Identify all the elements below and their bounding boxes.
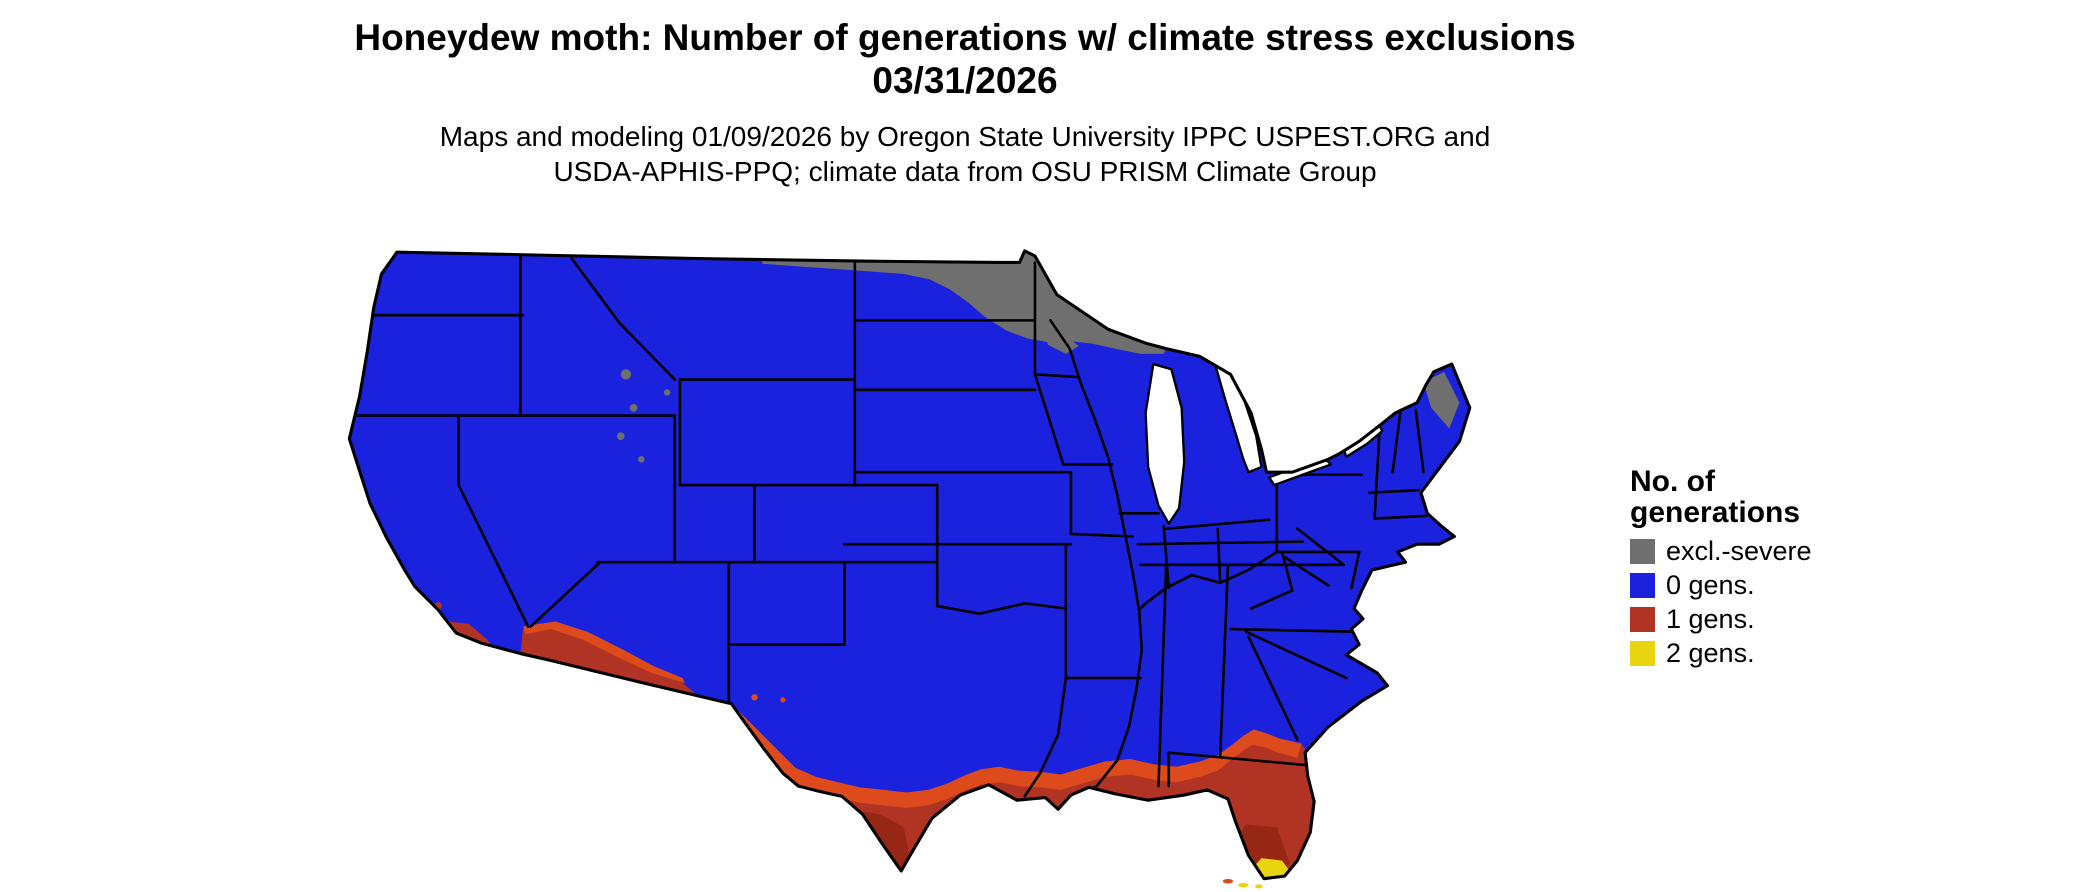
lake-michigan — [1144, 362, 1186, 525]
great-lakes — [1144, 362, 1384, 525]
legend-item-0-gens: 0 gens. — [1630, 572, 1812, 599]
legend-item-2-gens: 2 gens. — [1630, 640, 1812, 667]
legend-swatch-2-gens — [1630, 641, 1655, 666]
florida-keys — [1222, 878, 1263, 889]
one-gen-edge-band — [522, 621, 1302, 808]
attribution-subtitle: Maps and modeling 01/09/2026 by Oregon S… — [0, 119, 1930, 189]
legend-title: No. of generations — [1630, 466, 1812, 528]
legend-item-excl-severe: excl.-severe — [1630, 538, 1812, 565]
legend-title-line-1: No. of — [1630, 465, 1715, 498]
map-header: Honeydew moth: Number of generations w/ … — [0, 16, 1930, 189]
legend-label-0-gens: 0 gens. — [1666, 570, 1755, 600]
legend-label-1-gens: 1 gens. — [1666, 604, 1755, 634]
legend-item-1-gens: 1 gens. — [1630, 606, 1812, 633]
page-title: Honeydew moth: Number of generations w/ … — [0, 16, 1930, 102]
subtitle-line-1: Maps and modeling 01/09/2026 by Oregon S… — [439, 121, 1491, 152]
legend: No. of generations excl.-severe 0 gens. … — [1630, 466, 1812, 674]
title-date: 03/31/2026 — [872, 60, 1058, 101]
state-borders — [349, 254, 1428, 801]
legend-label-excl-severe: excl.-severe — [1666, 536, 1812, 566]
legend-swatch-0-gens — [1630, 573, 1655, 598]
legend-swatch-1-gens — [1630, 607, 1655, 632]
us-map-svg — [347, 249, 1472, 889]
legend-title-line-2: generations — [1630, 496, 1801, 529]
title-line-1: Honeydew moth: Number of generations w/ … — [354, 17, 1576, 58]
us-generations-map — [330, 220, 1565, 889]
subtitle-line-2: USDA-APHIS-PPQ; climate data from OSU PR… — [553, 156, 1377, 187]
legend-swatch-excl-severe — [1630, 539, 1655, 564]
legend-label-2-gens: 2 gens. — [1666, 638, 1755, 668]
us-outline — [347, 249, 1472, 881]
